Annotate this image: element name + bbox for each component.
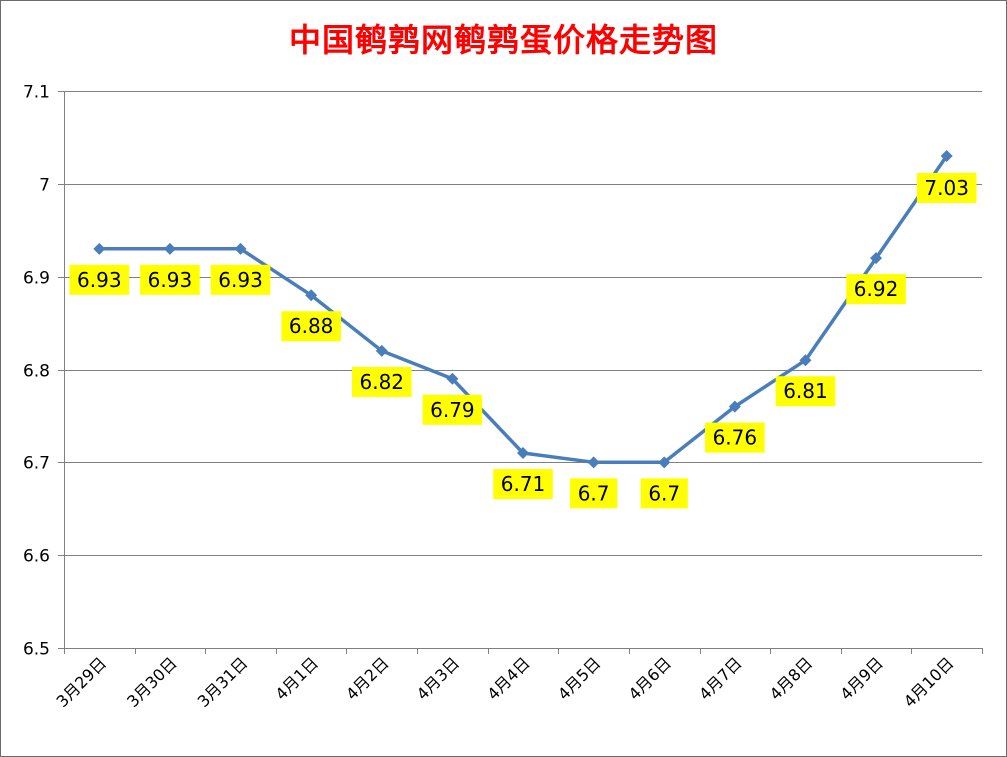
data-label-box (351, 366, 412, 397)
data-label-box (916, 172, 977, 203)
data-label: 6.93 (77, 268, 122, 292)
data-label-box (640, 478, 688, 509)
x-tick-label: 4月8日 (766, 653, 816, 703)
data-point-marker (517, 447, 529, 460)
x-tick-label: 4月4日 (483, 653, 533, 703)
data-label: 6.71 (501, 472, 546, 496)
data-label: 6.79 (430, 398, 475, 422)
x-tick-label: 4月3日 (413, 653, 463, 703)
data-label-box (69, 264, 130, 295)
data-label: 6.7 (578, 481, 610, 505)
data-label: 6.82 (360, 370, 405, 394)
data-label-box (422, 394, 483, 425)
data-label-box (140, 264, 200, 295)
y-tick-label: 7 (39, 176, 50, 196)
x-tick-label: 3月29日 (52, 653, 110, 711)
x-tick-label: 3月31日 (194, 653, 252, 711)
data-label-box (846, 274, 906, 305)
data-point-marker (658, 456, 671, 469)
chart-title: 中国鹌鹑网鹌鹑蛋价格走势图 (288, 21, 718, 59)
data-point-marker (940, 149, 953, 162)
data-label: 7.03 (924, 176, 969, 200)
y-tick-label: 6.9 (23, 269, 50, 289)
x-tick-label: 4月2日 (342, 653, 392, 703)
data-point-marker (375, 344, 388, 357)
data-label: 6.81 (783, 379, 828, 403)
data-label-box (281, 311, 341, 342)
data-point-marker (870, 252, 883, 265)
x-tick-label: 3月30日 (123, 653, 181, 711)
data-label-box (775, 376, 836, 407)
data-point-marker (93, 242, 106, 255)
data-label: 6.93 (218, 268, 263, 292)
data-label: 6.92 (854, 277, 899, 301)
data-label: 6.7 (648, 481, 680, 505)
data-point-marker (163, 242, 176, 255)
data-point-marker (799, 354, 812, 367)
data-point-marker (446, 372, 459, 385)
y-tick-label: 6.6 (23, 547, 50, 567)
data-label-box (210, 264, 271, 295)
x-tick-label: 4月10日 (900, 653, 958, 711)
data-point-marker (587, 456, 600, 469)
data-point-marker (234, 242, 247, 255)
y-tick-label: 6.7 (23, 454, 50, 474)
data-label-box (705, 422, 765, 453)
x-tick-label: 4月6日 (625, 653, 675, 703)
data-label-box (570, 478, 618, 509)
series-line (99, 155, 949, 465)
data-label: 6.88 (289, 314, 334, 338)
data-label-box (493, 469, 553, 500)
data-point-marker (728, 400, 741, 413)
y-tick-label: 6.5 (23, 640, 50, 660)
data-label: 6.93 (148, 268, 193, 292)
x-tick-label: 4月1日 (272, 653, 322, 703)
x-tick-label: 4月9日 (836, 653, 886, 703)
data-point-marker (305, 289, 318, 302)
y-tick-label: 6.8 (23, 362, 50, 382)
y-tick-label: 7.1 (23, 83, 50, 103)
data-label: 6.76 (713, 426, 758, 450)
x-tick-label: 4月7日 (695, 653, 745, 703)
x-tick-label: 4月5日 (554, 653, 604, 703)
